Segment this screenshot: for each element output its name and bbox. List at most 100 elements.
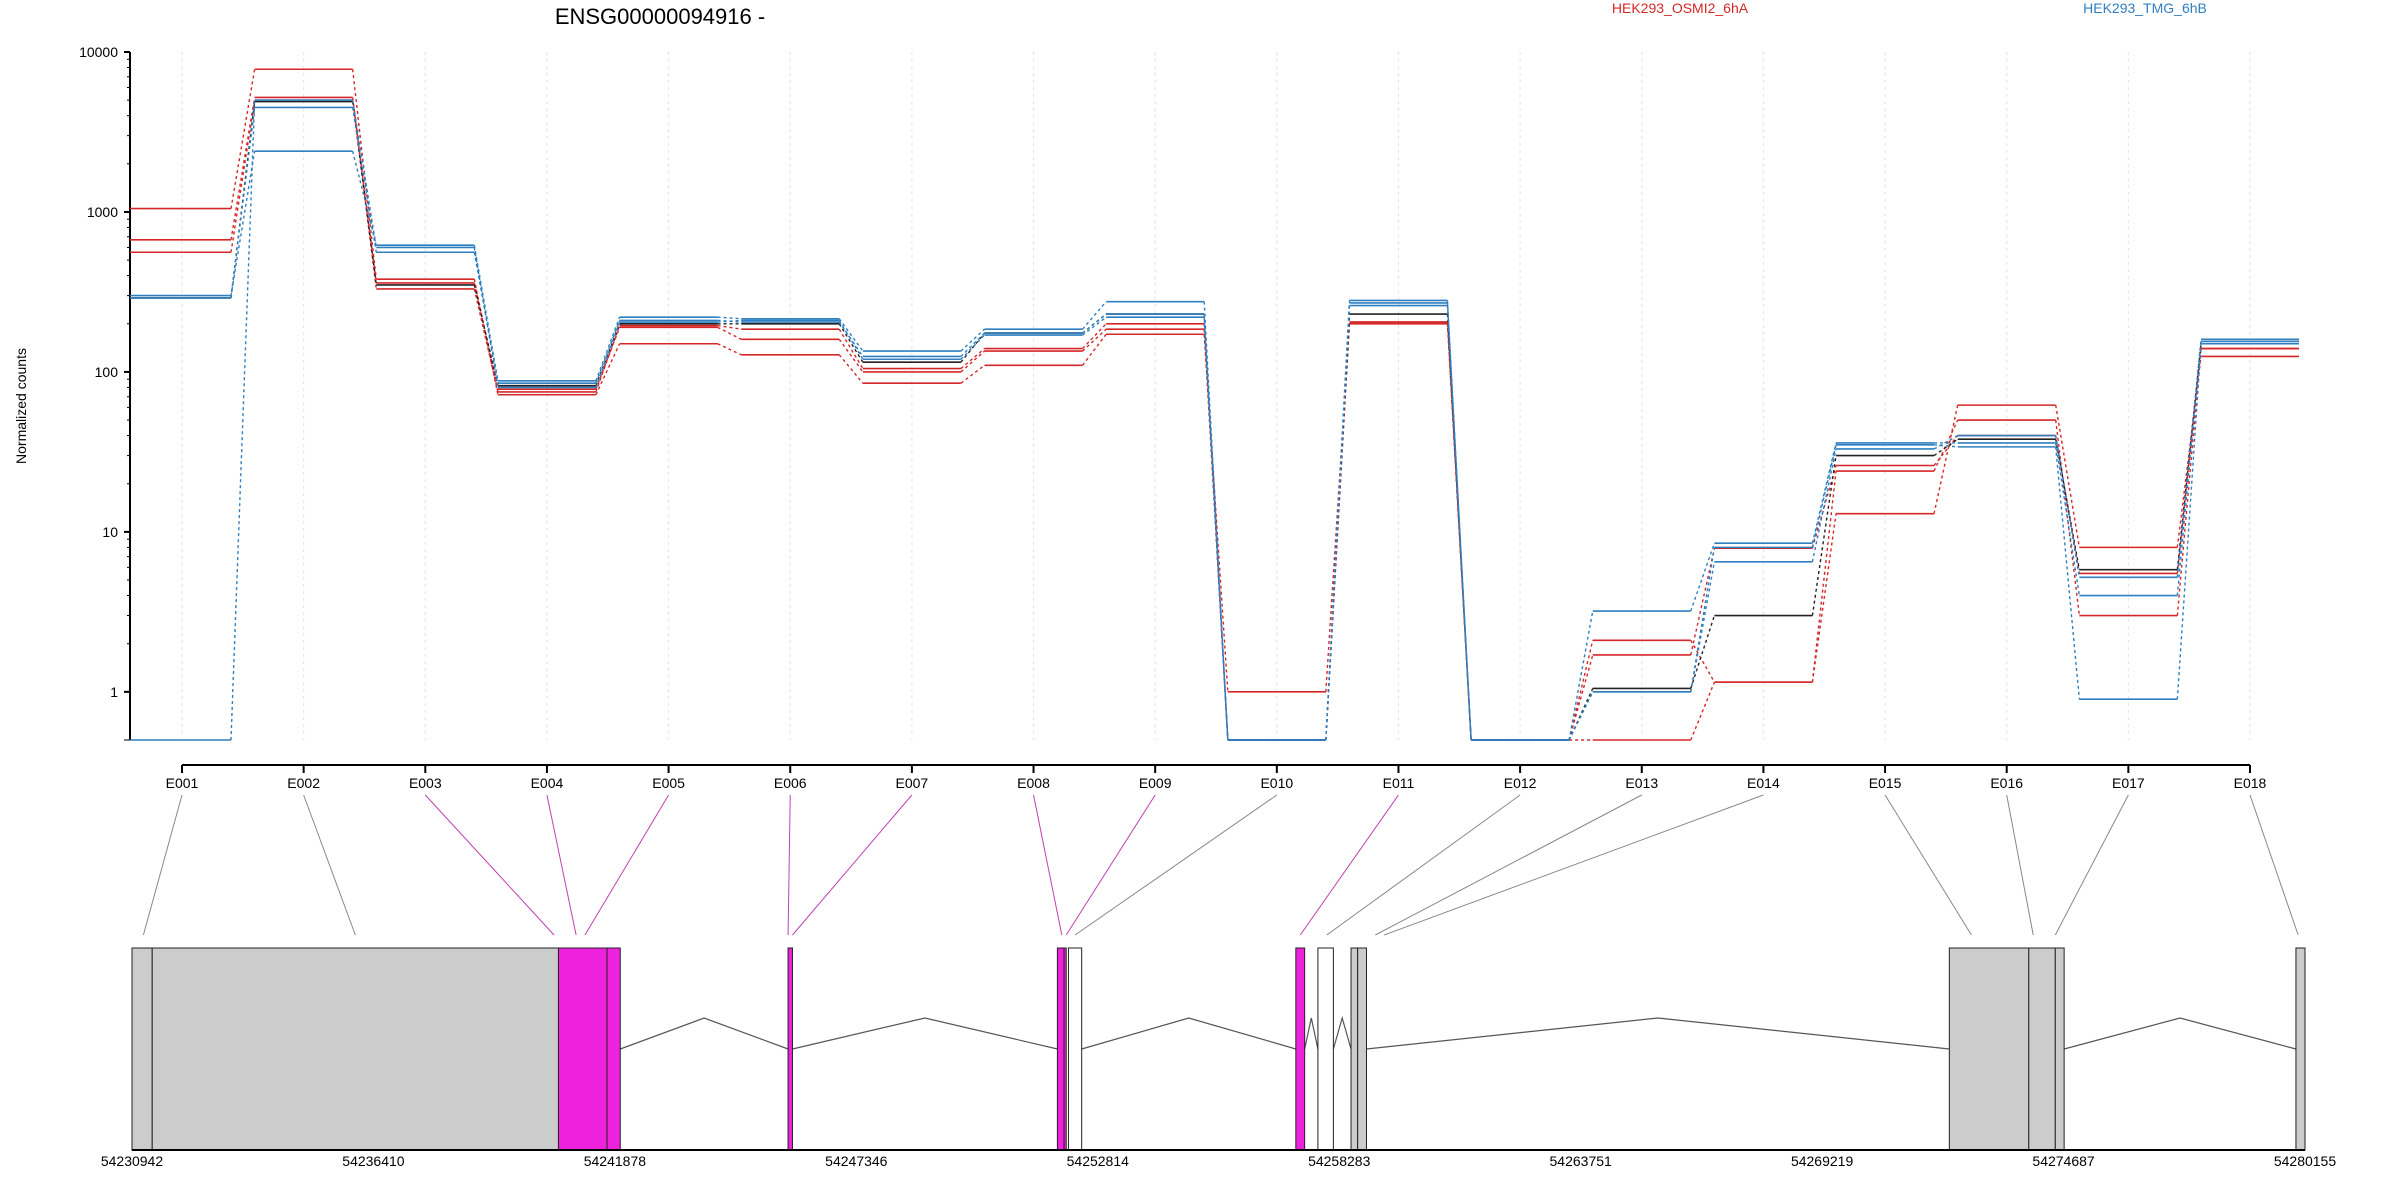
genomic-tick-label: 54230942 (101, 1153, 164, 1169)
series-connector (351, 107, 377, 253)
x-tick-label: E002 (287, 775, 320, 791)
bin-connector (787, 794, 791, 936)
exon-box (1357, 947, 1367, 1151)
exon-box (1295, 947, 1306, 1151)
genomic-tick-label: 54236410 (342, 1153, 405, 1169)
bin-connector (1383, 794, 1764, 936)
series-connector (351, 100, 377, 248)
genomic-tick-label: 54252814 (1067, 1153, 1130, 1169)
series-connector (230, 100, 256, 741)
intron-line (792, 1017, 1058, 1050)
exon-box (1063, 947, 1067, 1151)
exon-box (1350, 947, 1359, 1151)
axis-layer: 1 10 100 1000 10000 E001 E002 E003 E004 E005 E006 E… (79, 44, 2266, 791)
series-connector (595, 320, 621, 384)
series-connector (595, 321, 621, 388)
series-connector (1690, 639, 1716, 683)
series-connector (717, 316, 742, 320)
series-connector (473, 284, 499, 386)
bin-connector (546, 794, 577, 936)
series-connector (1082, 313, 1107, 334)
genomic-tick-label: 54263751 (1550, 1153, 1613, 1169)
series-connector (960, 348, 985, 370)
x-tick-label: E018 (2234, 775, 2267, 791)
series-connector (1690, 548, 1716, 656)
x-tick-label: E010 (1260, 775, 1293, 791)
series-connector (473, 245, 499, 381)
series-connector (595, 323, 621, 386)
series-connector (1933, 434, 1959, 450)
series-connector (2055, 419, 2081, 616)
exon-box (131, 947, 153, 1151)
series-connector (473, 279, 499, 395)
x-tick-label: E009 (1139, 775, 1172, 791)
exon-box (1056, 947, 1065, 1151)
series-connector (1690, 561, 1716, 692)
bin-connector (1299, 794, 1399, 936)
x-tick-label: E017 (2112, 775, 2145, 791)
series-connector (1568, 691, 1594, 741)
bin-connector (2249, 794, 2299, 936)
exon-box (1317, 947, 1334, 1151)
series-connector (1568, 640, 1594, 741)
legend-tmg: HEK293_TMG_6hB (2083, 0, 2207, 16)
y-tick-label: 100 (95, 364, 119, 380)
genomic-tick-label: 54241878 (584, 1153, 647, 1169)
x-tick-label: E006 (774, 775, 807, 791)
series-connector (1933, 438, 1959, 457)
series-connector (1690, 615, 1716, 689)
y-tick-label: 10000 (79, 44, 118, 60)
x-tick-label: E008 (1017, 775, 1050, 791)
series-connector (1811, 442, 1837, 544)
genomic-tick-label: 54274687 (2032, 1153, 2095, 1169)
x-tick-label: E015 (1869, 775, 1902, 791)
series-connector (1811, 448, 1837, 562)
series-connector (2055, 442, 2081, 596)
series-connector (960, 364, 985, 384)
series-connector (717, 319, 742, 323)
series-connector (838, 354, 864, 384)
series-connector (595, 327, 621, 390)
series-connector (1081, 333, 1107, 366)
series-connector (1811, 513, 1837, 683)
gene-model: 54230942 54236410 54241878 54247346 54252814… (101, 947, 2336, 1169)
series-connector (1082, 323, 1107, 350)
series-connector (1690, 681, 1716, 741)
x-tick-label: E007 (896, 775, 929, 791)
series-connector (2055, 446, 2081, 700)
series-connector (1203, 301, 1229, 741)
x-tick-label: E014 (1747, 775, 1780, 791)
series-connector (351, 150, 377, 246)
x-tick-label: E011 (1383, 775, 1415, 791)
series-connector (1690, 547, 1716, 692)
series-connector (1568, 654, 1594, 741)
y-tick-label: 1 (110, 684, 118, 700)
series-connector (1933, 435, 1959, 466)
exon-box (787, 947, 793, 1151)
bin-connector (1326, 794, 1521, 936)
series-connector (1933, 419, 1959, 472)
exon-box (151, 947, 559, 1151)
series-connector (2176, 348, 2202, 616)
series-connector (838, 320, 864, 360)
exon-box (2028, 947, 2056, 1151)
series-connector (1081, 301, 1107, 330)
bin-connector (1074, 794, 1278, 936)
series-connector (1446, 300, 1472, 741)
bin-connector (2054, 794, 2129, 936)
series-connector (960, 328, 986, 352)
y-tick-label: 1000 (87, 204, 118, 220)
series-connector (595, 316, 621, 382)
x-tick-label: E004 (531, 775, 564, 791)
bin-connector (303, 794, 356, 936)
y-axis-label: Normalized counts (13, 348, 29, 464)
series-connector (717, 319, 742, 323)
series-connector (1082, 316, 1107, 336)
x-tick-label: E001 (166, 775, 199, 791)
series-connector (351, 101, 377, 285)
series-connector (2055, 405, 2081, 548)
exon-box (1948, 947, 2030, 1151)
chart-title: ENSG00000094916 - (555, 4, 765, 29)
series-connector (351, 97, 377, 284)
